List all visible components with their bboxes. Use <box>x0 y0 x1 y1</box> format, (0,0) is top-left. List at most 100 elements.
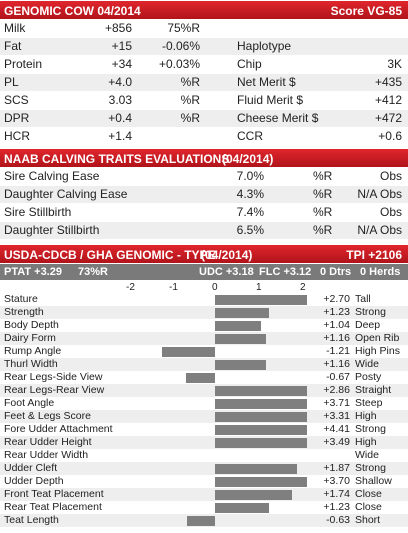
trait-descriptor: Close <box>355 501 382 513</box>
trait-bar <box>215 308 270 318</box>
naab-label: Daughter Stillbirth <box>4 223 100 237</box>
trait-row: Dairy Form +1.16 Open Rib <box>0 332 408 345</box>
trait-extra: %R <box>180 93 200 107</box>
trait-bar <box>215 438 307 448</box>
trait-extra: %R <box>180 75 200 89</box>
right-value: +472 <box>374 111 402 125</box>
genomic-title: GENOMIC COW 04/2014 <box>4 4 141 18</box>
axis-tick: 2 <box>300 282 306 293</box>
naab-row: Daughter Stillbirth 6.5% %R N/A Obs <box>0 222 408 239</box>
trait-bar <box>215 490 292 500</box>
trait-descriptor: High <box>355 410 377 422</box>
trait-descriptor: Tall <box>355 293 371 305</box>
trait-bar <box>215 399 307 409</box>
naab-label: Daughter Calving Ease <box>4 187 128 201</box>
trait-row: Front Teat Placement +1.74 Close <box>0 488 408 501</box>
right-value: +435 <box>374 75 402 89</box>
trait-bar-value: +1.23 <box>323 306 350 318</box>
trait-name: Fore Udder Attachment <box>4 423 113 435</box>
naab-obs: Obs <box>379 205 402 219</box>
naab-obs: Obs <box>379 169 402 183</box>
trait-extra: 75%R <box>167 21 200 35</box>
trait-descriptor: Shallow <box>355 475 392 487</box>
trait-name: Rear Legs-Side View <box>4 371 103 383</box>
right-value: +412 <box>374 93 402 107</box>
trait-bar <box>187 516 215 526</box>
naab-rel: %R <box>313 223 333 237</box>
naab-label: Sire Calving Ease <box>4 169 100 183</box>
trait-bar <box>215 477 307 487</box>
naab-obs: N/A Obs <box>357 223 402 237</box>
trait-label: HCR <box>4 129 30 143</box>
trait-label: Milk <box>4 21 26 35</box>
trait-bar <box>215 334 267 344</box>
trait-bar-value: -0.67 <box>326 371 350 383</box>
right-label: Net Merit $ <box>237 75 296 89</box>
trait-descriptor: Open Rib <box>355 332 400 344</box>
udc-value: UDC +3.18 <box>199 266 254 278</box>
trait-descriptor: Posty <box>355 371 382 383</box>
naab-row: Sire Stillbirth 7.4% %R Obs <box>0 204 408 221</box>
trait-extra: +0.03% <box>158 57 200 71</box>
trait-name: Thurl Width <box>4 358 58 370</box>
trait-name: Strength <box>4 306 44 318</box>
trait-bar <box>215 295 307 305</box>
trait-descriptor: Close <box>355 488 382 500</box>
genomic-row: SCS 3.03 %R Fluid Merit $ +412 <box>0 92 408 109</box>
naab-obs: N/A Obs <box>357 187 402 201</box>
naab-rel: %R <box>313 187 333 201</box>
trait-descriptor: Wide <box>355 449 379 461</box>
trait-bar-value: +1.16 <box>323 332 350 344</box>
trait-descriptor: Strong <box>355 306 386 318</box>
axis-tick: -2 <box>126 282 135 293</box>
naab-row: Daughter Calving Ease 4.3% %R N/A Obs <box>0 186 408 203</box>
genomic-row: Protein +34 +0.03% Chip 3K <box>0 56 408 73</box>
trait-bar <box>215 321 261 331</box>
trait-row: Fore Udder Attachment +4.41 Strong <box>0 423 408 436</box>
score-label: Score VG-85 <box>330 4 402 18</box>
trait-name: Teat Length <box>4 514 59 526</box>
trait-name: Udder Cleft <box>4 462 58 474</box>
trait-row: Teat Length -0.63 Short <box>0 514 408 527</box>
right-label: Fluid Merit $ <box>237 93 304 107</box>
trait-bar <box>215 386 307 396</box>
ptat-value: PTAT +3.29 <box>4 266 62 278</box>
naab-value: 7.0% <box>236 169 264 183</box>
trait-descriptor: Strong <box>355 423 386 435</box>
genomic-row: DPR +0.4 %R Cheese Merit $ +472 <box>0 110 408 127</box>
trait-descriptor: High <box>355 436 377 448</box>
trait-label: DPR <box>4 111 30 125</box>
trait-bar-value: +3.49 <box>323 436 350 448</box>
right-value: +0.6 <box>378 129 402 143</box>
trait-row: Rear Legs-Side View -0.67 Posty <box>0 371 408 384</box>
trait-bar-value: +1.23 <box>323 501 350 513</box>
right-label: Chip <box>237 57 262 71</box>
trait-row: Stature +2.70 Tall <box>0 293 408 306</box>
naab-date: (04/2014) <box>222 152 274 166</box>
trait-name: Rear Udder Width <box>4 449 89 461</box>
naab-rel: %R <box>313 169 333 183</box>
trait-bar-value: +3.71 <box>323 397 350 409</box>
trait-descriptor: Deep <box>355 319 381 331</box>
right-label: Cheese Merit $ <box>237 111 319 125</box>
trait-row: Rump Angle -1.21 High Pins <box>0 345 408 358</box>
type-summary-bar: PTAT +3.29 73%R UDC +3.18 FLC +3.12 0 Dt… <box>0 264 408 280</box>
daughters-count: 0 Dtrs <box>320 266 352 278</box>
genomic-row: Fat +15 -0.06% Haplotype <box>0 38 408 55</box>
trait-descriptor: High Pins <box>355 345 400 357</box>
right-label: Haplotype <box>237 39 292 53</box>
trait-name: Rear Udder Height <box>4 436 92 448</box>
trait-value: +15 <box>111 39 132 53</box>
right-label: CCR <box>237 129 263 143</box>
type-date: (04/2014) <box>201 248 253 262</box>
naab-label: Sire Stillbirth <box>4 205 72 219</box>
naab-header: NAAB CALVING TRAITS EVALUATIONS (04/2014… <box>0 149 408 167</box>
trait-row: Strength +1.23 Strong <box>0 306 408 319</box>
genomic-row: HCR +1.4 CCR +0.6 <box>0 128 408 145</box>
trait-label: SCS <box>4 93 29 107</box>
trait-value: 3.03 <box>108 93 132 107</box>
trait-row: Rear Udder Width Wide <box>0 449 408 462</box>
trait-bar-value: +1.16 <box>323 358 350 370</box>
tpi-value: TPI +2106 <box>346 248 402 262</box>
trait-name: Front Teat Placement <box>4 488 104 500</box>
